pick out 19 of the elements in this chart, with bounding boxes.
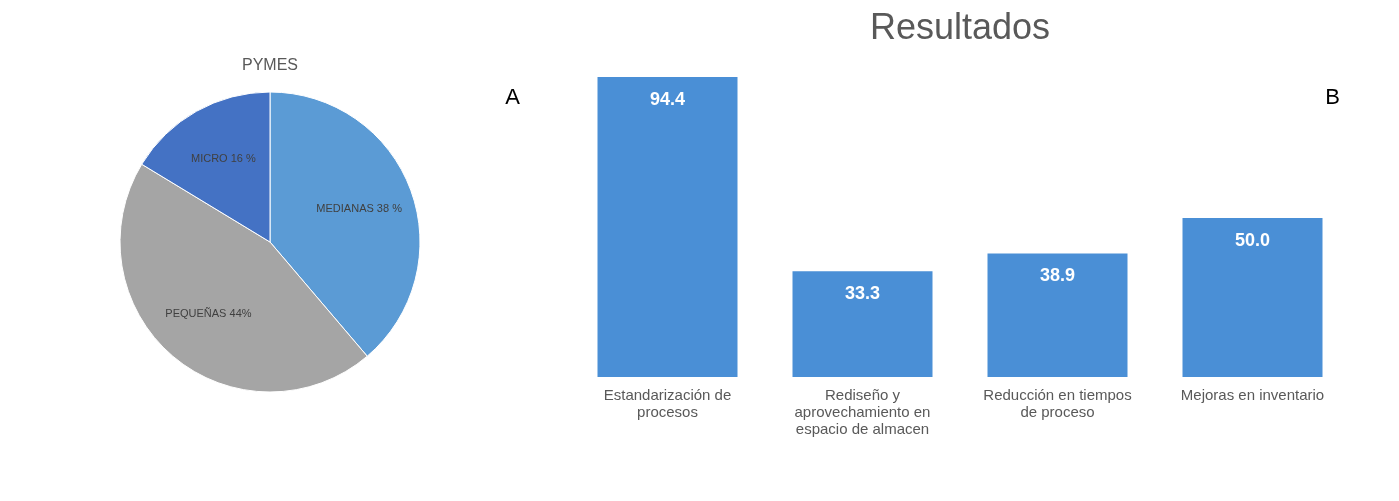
- chart-title: Resultados: [869, 6, 1051, 47]
- data-label: 33.3: [844, 283, 881, 304]
- x-tick-label: Reducción en tiempos de proceso: [983, 385, 1132, 420]
- text: A: [505, 84, 521, 109]
- x-tick-label: Estandarización de procesos: [603, 385, 732, 420]
- bar: [597, 77, 738, 377]
- bar: [792, 271, 933, 377]
- data-label: 94.4: [649, 89, 686, 109]
- slice-label: MICRO 16 %: [190, 152, 256, 165]
- slice-label: MEDIANAS 38 %: [316, 202, 403, 215]
- data-label: 38.9: [1039, 265, 1076, 286]
- x-tick-label: Rediseño y aprovechamiento en espacio de almacen: [794, 385, 931, 437]
- slice-label: PEQUEÑAS 44%: [165, 307, 252, 320]
- bar: [1182, 218, 1323, 377]
- bar: [987, 253, 1128, 377]
- x-tick-label: Mejoras en inventario: [1180, 385, 1325, 403]
- data-label: 50.0: [1234, 230, 1271, 251]
- annotation: B: [1325, 84, 1340, 109]
- chart-title: PYMES: [241, 56, 299, 73]
